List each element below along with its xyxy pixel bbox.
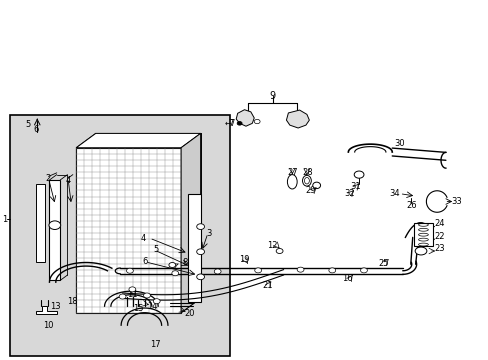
Text: 33: 33 <box>450 197 461 206</box>
Text: 15: 15 <box>133 304 143 313</box>
Text: 19: 19 <box>239 255 249 264</box>
Text: 30: 30 <box>393 139 404 148</box>
Bar <box>413 223 432 246</box>
Ellipse shape <box>287 175 297 189</box>
Circle shape <box>196 249 204 255</box>
Text: 3: 3 <box>206 229 212 238</box>
Circle shape <box>196 224 204 229</box>
Text: 8: 8 <box>182 258 187 267</box>
Text: 26: 26 <box>405 201 416 210</box>
Ellipse shape <box>302 175 311 186</box>
Text: 34: 34 <box>388 189 399 198</box>
Circle shape <box>143 293 150 298</box>
Bar <box>36 184 44 262</box>
Ellipse shape <box>312 182 320 189</box>
Circle shape <box>328 268 335 273</box>
Text: 28: 28 <box>302 168 312 177</box>
Polygon shape <box>181 134 200 313</box>
Ellipse shape <box>414 223 426 230</box>
Text: 16: 16 <box>342 274 352 283</box>
Text: 10: 10 <box>43 321 54 330</box>
Text: 2: 2 <box>46 174 51 183</box>
Text: 29: 29 <box>305 185 315 194</box>
Text: 31: 31 <box>349 182 360 191</box>
Text: 1: 1 <box>2 215 7 224</box>
Circle shape <box>297 267 304 272</box>
Bar <box>10 116 229 356</box>
Circle shape <box>360 268 366 273</box>
Text: 4: 4 <box>140 234 145 243</box>
Circle shape <box>237 122 242 125</box>
Text: 23: 23 <box>433 244 444 253</box>
Text: 6: 6 <box>34 125 39 134</box>
Text: 13: 13 <box>50 302 61 311</box>
Bar <box>76 148 181 313</box>
Text: 5: 5 <box>153 246 158 255</box>
Circle shape <box>126 268 133 273</box>
Polygon shape <box>236 110 254 126</box>
Circle shape <box>171 271 178 276</box>
Circle shape <box>276 248 283 253</box>
Ellipse shape <box>414 235 426 243</box>
Text: 32: 32 <box>344 189 354 198</box>
Ellipse shape <box>304 177 309 184</box>
Text: 27: 27 <box>286 168 297 177</box>
Text: 20: 20 <box>184 309 195 318</box>
Text: 6: 6 <box>142 257 147 266</box>
Circle shape <box>254 120 260 124</box>
Text: 22: 22 <box>433 232 444 241</box>
Text: 24: 24 <box>433 219 444 228</box>
Text: 4: 4 <box>65 176 70 185</box>
Bar <box>49 180 60 280</box>
Circle shape <box>196 274 204 280</box>
Ellipse shape <box>414 247 426 255</box>
Text: 11: 11 <box>127 289 137 298</box>
Circle shape <box>49 221 61 229</box>
Polygon shape <box>36 306 57 315</box>
Circle shape <box>168 262 175 267</box>
Text: 18: 18 <box>67 297 78 306</box>
Text: 17: 17 <box>150 340 161 349</box>
Text: 7: 7 <box>228 119 233 128</box>
Text: 14: 14 <box>147 302 158 311</box>
Polygon shape <box>286 110 309 128</box>
Circle shape <box>119 294 126 299</box>
Text: 9: 9 <box>269 91 275 101</box>
Polygon shape <box>76 134 200 148</box>
Circle shape <box>353 171 363 178</box>
Circle shape <box>129 287 136 292</box>
Text: 12: 12 <box>267 241 278 250</box>
Bar <box>188 194 200 302</box>
Text: 25: 25 <box>377 259 388 268</box>
Circle shape <box>214 269 221 274</box>
Text: ←7: ←7 <box>224 119 236 128</box>
Circle shape <box>153 299 160 304</box>
Text: 5: 5 <box>25 120 31 129</box>
Circle shape <box>254 268 261 273</box>
Text: 21: 21 <box>262 281 273 290</box>
